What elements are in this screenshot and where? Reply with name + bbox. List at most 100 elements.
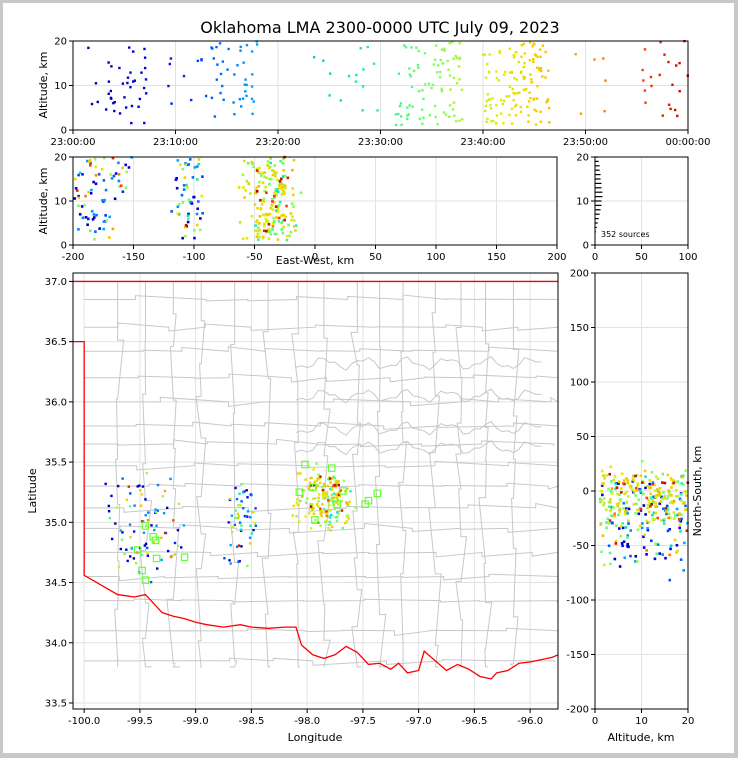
source-point (338, 509, 341, 513)
source-point (421, 89, 424, 92)
x-tick-label: -150 (122, 252, 145, 263)
lma-station (333, 500, 342, 509)
source-point (274, 205, 278, 208)
river-line (295, 440, 542, 456)
source-point (187, 217, 190, 220)
x-tick-label: -99.5 (127, 716, 153, 727)
source-point (125, 548, 128, 551)
source-point (289, 230, 293, 234)
source-point (671, 83, 674, 86)
source-point (74, 187, 78, 190)
y-tick-label: -100 (566, 596, 589, 607)
source-point (292, 504, 295, 507)
source-point (281, 185, 284, 189)
source-point (259, 199, 262, 202)
source-point (600, 484, 604, 487)
source-point (278, 182, 282, 185)
source-point (138, 484, 141, 487)
source-point (625, 500, 628, 504)
source-point (250, 50, 254, 53)
source-point (610, 487, 614, 490)
source-point (638, 524, 642, 528)
source-point (94, 82, 98, 85)
source-point (307, 484, 311, 488)
source-point (492, 119, 495, 123)
source-point (656, 488, 659, 491)
source-point (443, 47, 446, 50)
source-point (102, 227, 105, 231)
source-point (244, 90, 247, 93)
source-point (514, 51, 518, 54)
source-point (599, 500, 602, 504)
source-point (236, 512, 240, 516)
source-point (333, 492, 336, 495)
source-point (661, 497, 664, 500)
source-point (679, 499, 683, 502)
source-point (617, 527, 621, 530)
source-point (94, 173, 98, 177)
source-point (345, 515, 348, 518)
source-point (653, 483, 656, 487)
source-point (517, 60, 521, 64)
source-point (219, 72, 223, 76)
source-point (507, 94, 511, 98)
source-point (610, 479, 613, 483)
source-point (512, 56, 516, 59)
source-point (114, 522, 117, 525)
source-point (261, 171, 265, 175)
source-point (136, 551, 139, 554)
source-point (242, 507, 245, 510)
source-point (488, 98, 492, 101)
source-point (434, 44, 438, 47)
source-point (182, 524, 186, 527)
source-point (522, 88, 526, 92)
x-tick-label: 23:20:00 (256, 137, 301, 148)
source-point (442, 111, 446, 114)
source-point (613, 475, 617, 478)
source-point (140, 553, 144, 557)
source-point (544, 50, 547, 54)
x-tick-label: 50 (369, 252, 382, 263)
source-point (221, 60, 225, 63)
source-point (238, 521, 242, 524)
source-point (682, 474, 685, 477)
source-point (176, 212, 180, 215)
source-point (248, 536, 252, 539)
source-point (618, 565, 622, 568)
lma-station (133, 546, 142, 554)
source-point (280, 193, 284, 196)
source-point (309, 527, 313, 530)
lma-station (373, 489, 382, 498)
source-point (616, 492, 619, 496)
source-point (531, 45, 534, 48)
source-point (322, 484, 326, 487)
source-point (538, 66, 541, 70)
source-point (602, 474, 605, 477)
source-point (312, 55, 316, 59)
lma-station (364, 496, 373, 505)
source-point (257, 185, 261, 188)
source-point (502, 121, 505, 125)
source-point (334, 516, 337, 519)
source-point (246, 564, 249, 568)
source-point (104, 108, 108, 111)
source-point (143, 47, 146, 51)
source-point (669, 516, 672, 520)
source-point (623, 556, 627, 560)
lma-station (152, 554, 161, 563)
source-point (201, 211, 205, 215)
y-tick-label: 0 (61, 126, 67, 137)
source-point (420, 108, 424, 111)
source-point (643, 533, 647, 537)
source-point (334, 484, 337, 487)
source-point (663, 496, 667, 499)
source-point (327, 504, 331, 507)
x-tick-label: 100 (426, 252, 445, 263)
source-point (655, 494, 658, 497)
time-altitude-panel: 23:00:00 23:10:00 23:20:00 23:30:00 23:40:00… (37, 37, 710, 149)
source-point (301, 494, 304, 498)
source-point (326, 484, 330, 488)
county-line (84, 373, 558, 383)
source-point (610, 492, 614, 495)
source-point (146, 546, 149, 550)
